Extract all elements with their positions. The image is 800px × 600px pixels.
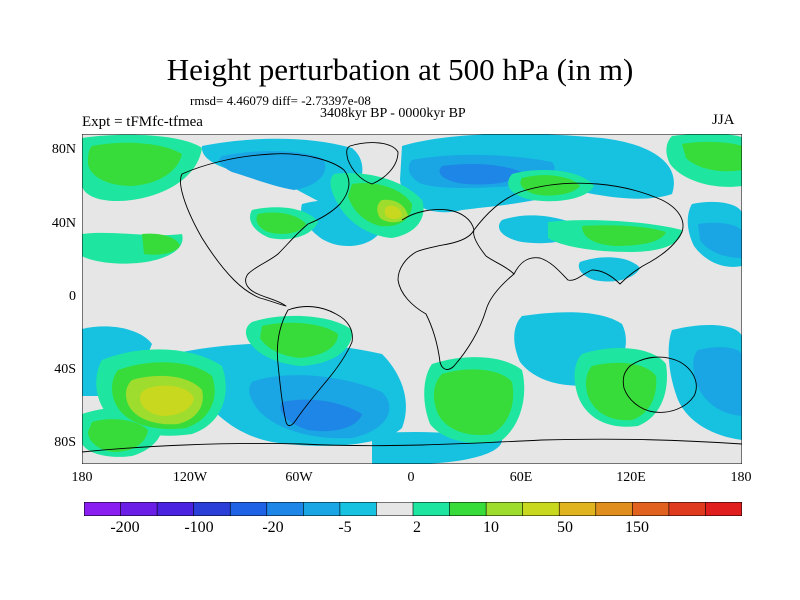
colorbar-cell (705, 502, 742, 516)
colorbar-cell (449, 502, 487, 516)
colorbar-label: 50 (557, 519, 573, 536)
lon-label-120w: 120W (172, 470, 208, 485)
colorbar-cell (485, 502, 524, 516)
colorbar-cell (193, 502, 232, 516)
plot-title: Height perturbation at 500 hPa (in m) (166, 52, 634, 87)
colorbar-cell (229, 502, 268, 516)
lat-label-80s: 80S (54, 435, 76, 450)
antarctica-coast (82, 438, 742, 453)
colorbar-label: -100 (184, 519, 214, 536)
colorbar-cell (558, 502, 597, 516)
lon-label-120e: 120E (616, 470, 646, 485)
lon-label-60e: 60E (509, 470, 533, 485)
lat-label-40s: 40S (54, 362, 76, 377)
colorbar-label: 2 (413, 519, 421, 536)
season-label: JJA (712, 112, 735, 128)
time-period: 3408kyr BP - 0000kyr BP (320, 106, 466, 121)
europe-africa-coast (397, 209, 515, 370)
colorbar (84, 502, 742, 516)
colorbar-label: -200 (110, 519, 140, 536)
rmsd-stats: rmsd= 4.46079 diff= -2.73397e-08 (190, 93, 371, 108)
greenland-coast (346, 142, 399, 185)
lat-label-40n: 40N (51, 216, 76, 231)
north-america-coast (180, 153, 350, 307)
colorbar-cell (156, 502, 195, 516)
colorbar-cell (522, 502, 561, 516)
experiment-label: Expt = tFMfc-tfmea (82, 114, 203, 130)
lon-label-180e: 180 (730, 470, 752, 485)
colorbar-label: -20 (262, 519, 284, 536)
lat-label-80n: 80N (51, 142, 76, 157)
colorbar-cell (84, 502, 122, 516)
colorbar-cell (595, 502, 634, 516)
asia-coast (473, 182, 684, 285)
colorbar-cell (376, 502, 414, 516)
colorbar-cell (120, 502, 158, 516)
colorbar-cell (266, 502, 305, 516)
positive-anomaly-peak (140, 205, 402, 416)
colorbar-cell (303, 502, 341, 516)
negative-anomaly-dark (280, 164, 522, 432)
colorbar-cell (668, 502, 707, 516)
colorbar-cell (412, 502, 451, 516)
lat-label-0: 0 (69, 289, 76, 304)
colorbar-cell (632, 502, 670, 516)
height-perturbation-map (82, 134, 742, 464)
colorbar-cell (339, 502, 378, 516)
south-america-coast (276, 306, 353, 427)
australia-coast (622, 356, 697, 413)
colorbar-label: -5 (338, 519, 352, 536)
coastlines (82, 142, 742, 453)
colorbar-label: 10 (483, 519, 499, 536)
lon-label-180w: 180 (71, 470, 93, 485)
lon-label-60w: 60W (285, 470, 313, 485)
lon-label-0: 0 (407, 470, 415, 485)
colorbar-label: 150 (625, 519, 649, 536)
